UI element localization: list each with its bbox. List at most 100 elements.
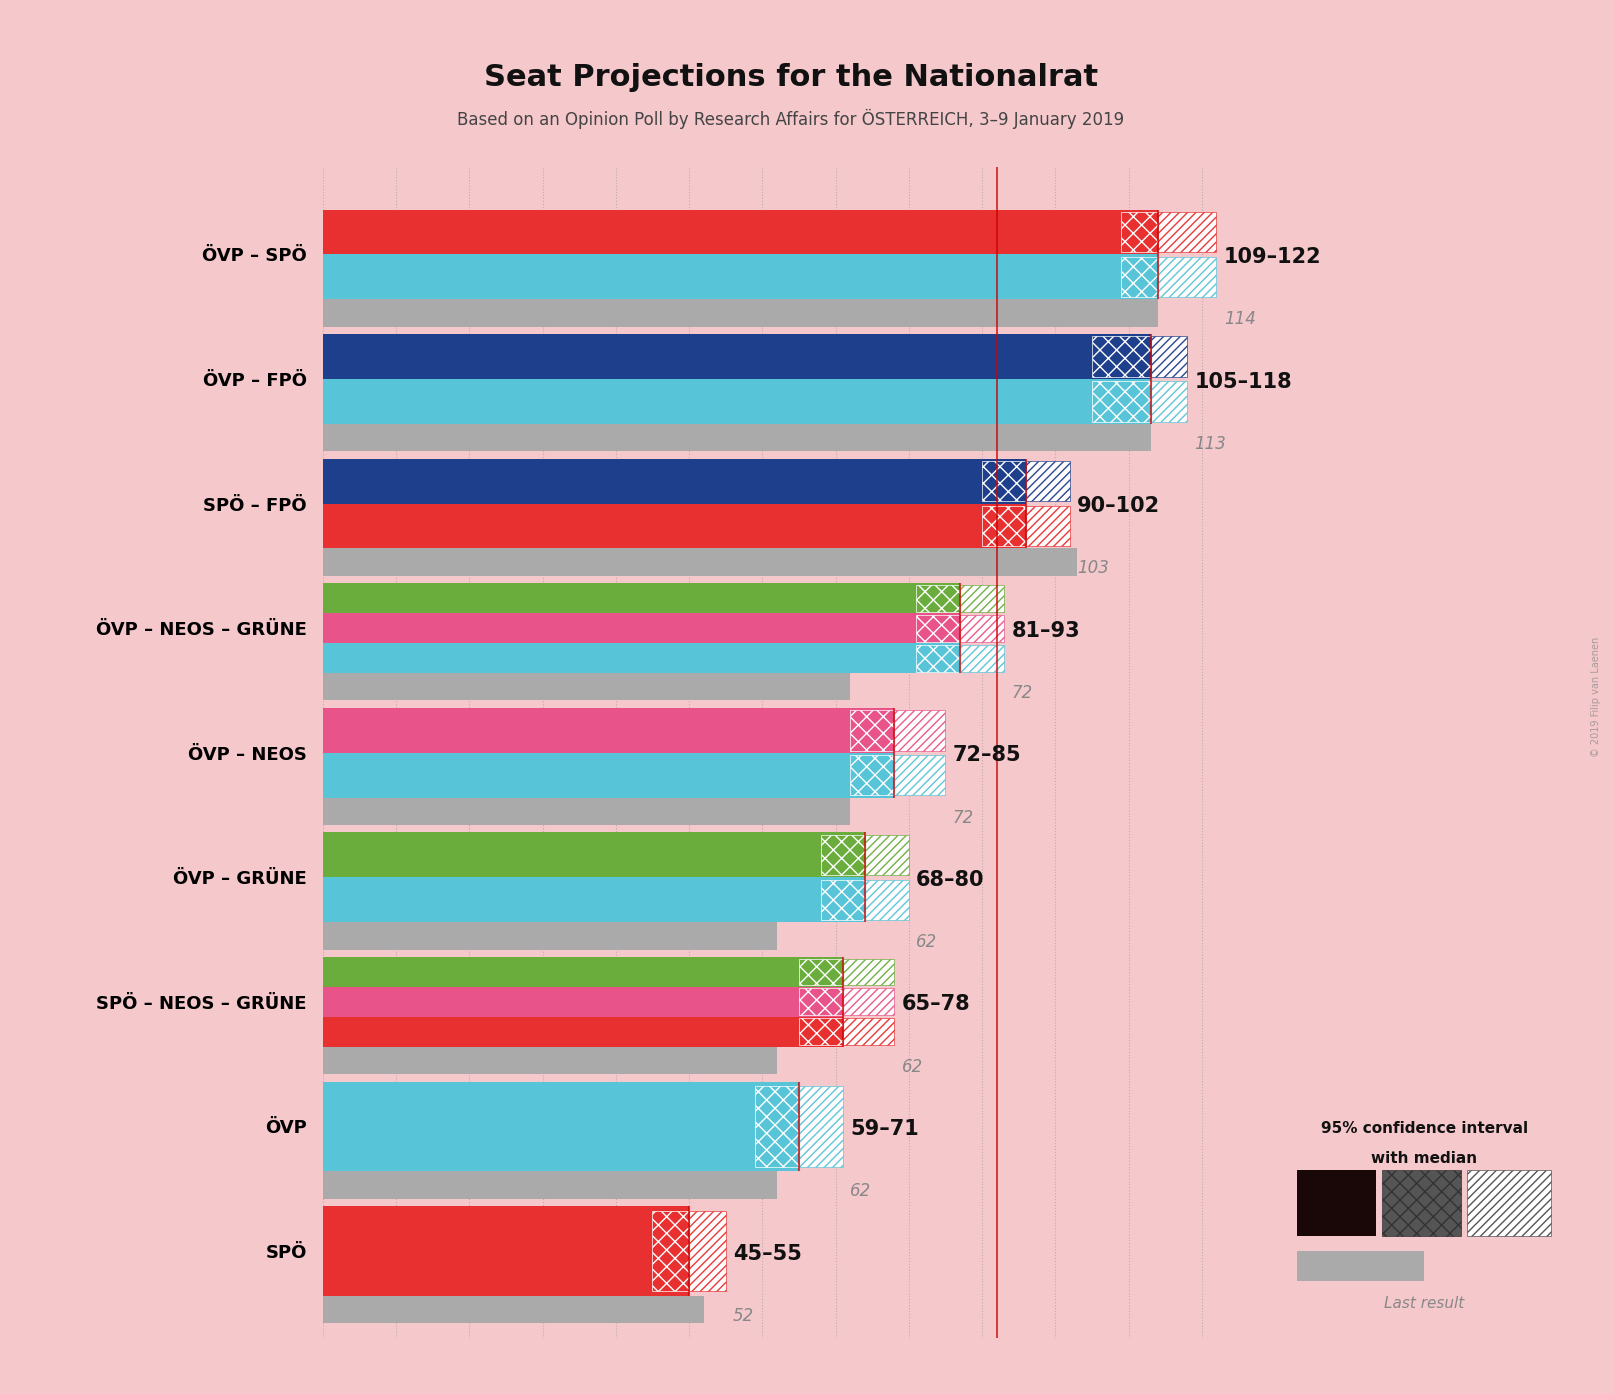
Bar xyxy=(799,987,843,1016)
Text: 45–55: 45–55 xyxy=(733,1243,802,1263)
Bar xyxy=(323,958,799,987)
Bar xyxy=(1122,209,1157,255)
Bar xyxy=(652,1210,689,1291)
Bar xyxy=(851,708,894,753)
Bar xyxy=(865,880,909,920)
Bar xyxy=(1157,212,1217,252)
Bar xyxy=(981,459,1027,503)
Bar xyxy=(323,673,851,700)
Text: 103: 103 xyxy=(1077,559,1109,577)
Text: 72–85: 72–85 xyxy=(952,746,1022,765)
Bar xyxy=(323,1206,652,1296)
Bar xyxy=(323,424,1151,452)
Bar xyxy=(1467,1170,1551,1236)
Bar xyxy=(323,1171,776,1199)
Text: 105–118: 105–118 xyxy=(1194,372,1293,392)
Bar xyxy=(652,1206,689,1296)
Bar xyxy=(822,832,865,877)
Bar xyxy=(323,300,1157,326)
Text: © 2019 Filip van Laenen: © 2019 Filip van Laenen xyxy=(1591,637,1601,757)
Bar xyxy=(843,1019,894,1046)
Bar xyxy=(323,753,851,797)
Bar xyxy=(323,255,1122,300)
Text: 62: 62 xyxy=(902,1058,923,1076)
Bar xyxy=(917,644,960,672)
Text: 59–71: 59–71 xyxy=(851,1119,918,1139)
Bar xyxy=(323,708,851,753)
Bar xyxy=(1298,1252,1425,1281)
Text: with median: with median xyxy=(1372,1151,1477,1167)
Bar xyxy=(323,379,1093,424)
Text: 52: 52 xyxy=(733,1306,754,1324)
Bar xyxy=(960,644,1004,672)
Text: 114: 114 xyxy=(1223,311,1256,328)
Bar xyxy=(323,797,851,825)
Bar xyxy=(917,643,960,673)
Text: 62: 62 xyxy=(917,933,938,951)
Text: 90–102: 90–102 xyxy=(1077,496,1160,516)
Bar xyxy=(323,832,822,877)
Text: 81–93: 81–93 xyxy=(1012,620,1080,641)
Text: 109–122: 109–122 xyxy=(1223,247,1322,268)
Text: Based on an Opinion Poll by Research Affairs for ÖSTERREICH, 3–9 January 2019: Based on an Opinion Poll by Research Aff… xyxy=(457,109,1125,128)
Bar xyxy=(323,923,776,949)
Bar xyxy=(1122,256,1157,297)
Bar xyxy=(843,988,894,1015)
Bar xyxy=(799,988,843,1015)
Bar xyxy=(1093,379,1151,424)
Text: 72: 72 xyxy=(1012,684,1033,703)
Bar xyxy=(1093,335,1151,379)
Bar xyxy=(323,1016,799,1047)
Bar xyxy=(323,335,1093,379)
Bar xyxy=(755,1086,799,1167)
Bar xyxy=(981,503,1027,548)
Bar xyxy=(960,615,1004,641)
Bar xyxy=(323,1047,776,1075)
Bar xyxy=(323,613,917,643)
Bar xyxy=(917,583,960,613)
Bar xyxy=(981,461,1027,502)
Bar xyxy=(894,710,946,750)
Bar xyxy=(1122,212,1157,252)
Text: 62: 62 xyxy=(851,1182,872,1200)
Bar xyxy=(865,835,909,875)
Bar xyxy=(323,503,981,548)
Bar xyxy=(851,753,894,797)
Bar xyxy=(799,959,843,986)
Bar xyxy=(799,958,843,987)
Bar xyxy=(1027,506,1070,546)
Bar xyxy=(1157,256,1217,297)
Bar xyxy=(851,710,894,750)
Bar xyxy=(917,585,960,612)
Bar xyxy=(822,877,865,923)
Bar xyxy=(323,209,1122,255)
Bar xyxy=(799,1019,843,1046)
Text: 113: 113 xyxy=(1194,435,1227,453)
Bar xyxy=(843,959,894,986)
Bar xyxy=(1151,382,1188,421)
Bar xyxy=(323,583,917,613)
Text: 65–78: 65–78 xyxy=(902,994,970,1015)
Text: Last result: Last result xyxy=(1385,1296,1464,1312)
Bar xyxy=(1093,336,1151,376)
Bar xyxy=(894,756,946,796)
Bar xyxy=(822,835,865,875)
Bar xyxy=(1027,461,1070,502)
Bar xyxy=(323,1082,755,1171)
Bar xyxy=(799,1086,843,1167)
Bar xyxy=(323,1296,704,1323)
Bar xyxy=(917,615,960,641)
Text: 68–80: 68–80 xyxy=(917,870,985,889)
Text: 95% confidence interval: 95% confidence interval xyxy=(1320,1121,1528,1136)
Bar xyxy=(323,548,1077,576)
Bar xyxy=(799,1016,843,1047)
Bar xyxy=(1298,1170,1377,1236)
Bar xyxy=(1122,255,1157,300)
Bar xyxy=(323,459,981,503)
Bar xyxy=(851,756,894,796)
Bar xyxy=(1382,1170,1461,1236)
Bar xyxy=(323,987,799,1016)
Bar xyxy=(981,506,1027,546)
Text: Seat Projections for the Nationalrat: Seat Projections for the Nationalrat xyxy=(484,63,1098,92)
Text: 72: 72 xyxy=(952,809,973,827)
